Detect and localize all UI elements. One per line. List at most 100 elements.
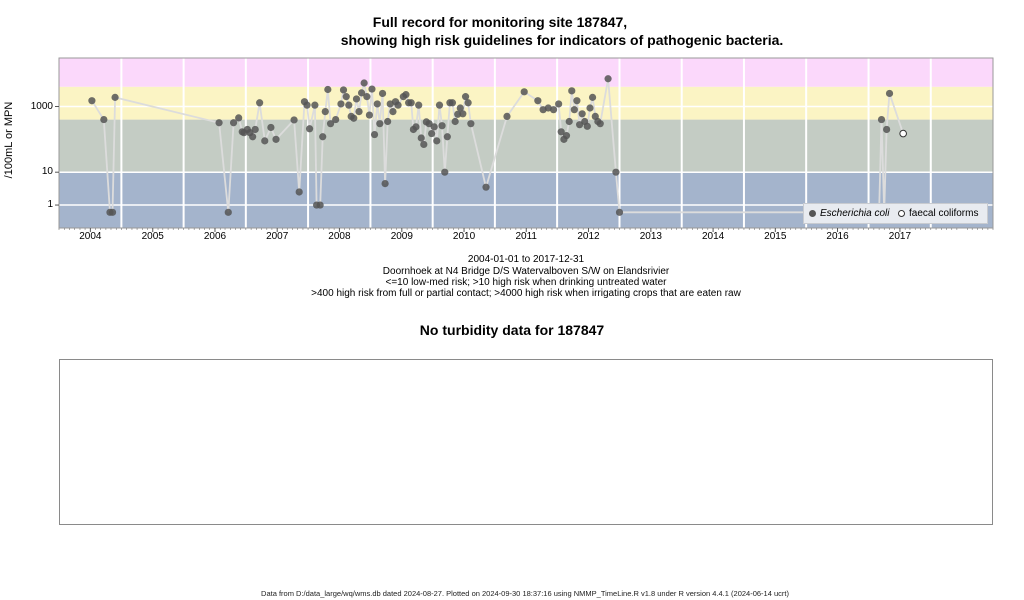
series-connector — [888, 93, 905, 134]
ecoli-point — [549, 106, 558, 114]
ecoli-point — [316, 201, 324, 209]
ecoli-point — [520, 88, 528, 96]
ecoli-point — [451, 117, 459, 126]
x-tick-label: 2005 — [141, 231, 164, 242]
faecal-point — [899, 129, 907, 138]
ecoli-point — [417, 134, 425, 142]
ecoli-point — [311, 101, 319, 109]
ecoli-point — [615, 208, 624, 216]
ecoli-point — [565, 117, 573, 126]
ecoli-point — [568, 87, 576, 95]
x-caption-risk-1: <=10 low-med risk; >10 high risk when dr… — [385, 277, 667, 288]
y-tick-label: 1 — [47, 199, 53, 211]
ecoli-point — [321, 108, 329, 116]
ecoli-point — [249, 133, 257, 141]
ecoli-point — [412, 123, 420, 131]
legend-item-ecoli: Escherichia coli — [809, 208, 889, 219]
x-tick-label: 2016 — [826, 231, 849, 242]
y-tick-label: 10 — [41, 166, 53, 178]
ecoli-point — [877, 115, 886, 124]
x-tick-label: 2004 — [79, 231, 102, 242]
ecoli-point — [363, 93, 371, 101]
legend-ecoli-marker-icon — [809, 210, 816, 217]
ecoli-point — [885, 89, 894, 98]
ecoli-point — [350, 114, 358, 122]
footer-note: Data from D:/data_large/wq/wms.db dated … — [261, 589, 789, 598]
ecoli-point — [443, 133, 451, 141]
x-caption-date-range: 2004-01-01 to 2017-12-31 — [467, 254, 585, 265]
ecoli-point — [557, 128, 565, 136]
ecoli-point — [88, 97, 96, 105]
ecoli-point — [596, 120, 604, 128]
ecoli-point — [384, 117, 392, 126]
ecoli-point — [464, 99, 472, 107]
ecoli-point — [612, 168, 620, 176]
ecoli-point — [357, 89, 366, 97]
x-tick-label: 2012 — [577, 231, 600, 242]
ecoli-point — [290, 116, 298, 124]
ecoli-point — [229, 119, 238, 127]
ecoli-point — [448, 99, 457, 107]
ecoli-point — [534, 97, 542, 105]
ecoli-point — [224, 208, 232, 216]
x-tick-label: 2011 — [515, 231, 537, 242]
ecoli-point — [604, 75, 612, 83]
ecoli-point — [389, 108, 397, 116]
x-tick-label: 2013 — [639, 231, 662, 242]
x-tick-label: 2014 — [701, 231, 725, 242]
ecoli-point — [435, 101, 444, 109]
ecoli-point — [111, 93, 119, 101]
ecoli-point — [235, 114, 243, 122]
ecoli-point — [586, 104, 594, 112]
y-tick-label: 1000 — [30, 100, 53, 112]
risk-bands — [59, 58, 993, 228]
ecoli-point — [355, 108, 363, 116]
ecoli-point — [100, 115, 108, 124]
ecoli-point — [365, 111, 374, 119]
ecoli-point — [562, 132, 571, 140]
x-caption-site: Doornhoek at N4 Bridge D/S Watervalboven… — [382, 266, 670, 277]
ecoli-point — [573, 97, 581, 105]
ecoli-point — [360, 79, 368, 87]
risk-band-1 — [59, 119, 993, 173]
ecoli-point — [251, 125, 259, 134]
ecoli-point — [108, 208, 117, 216]
axes — [55, 106, 994, 232]
ecoli-point — [583, 122, 591, 130]
ecoli-point — [305, 125, 314, 133]
ecoli-point — [420, 140, 428, 149]
ecoli-point — [570, 106, 578, 114]
ecoli-point — [370, 130, 379, 139]
ecoli-point — [415, 101, 423, 109]
ecoli-point — [381, 179, 389, 188]
turbidity-title: No turbidity data for 187847 — [419, 322, 605, 338]
ecoli-point — [378, 89, 387, 98]
ecoli-point — [332, 115, 340, 124]
chart-title: Full record for monitoring site 187847, — [372, 14, 628, 30]
ecoli-point — [456, 104, 464, 112]
x-caption-risk-2: >400 high risk from full or partial cont… — [311, 288, 741, 299]
x-tick-label: 2008 — [328, 231, 351, 242]
ecoli-point — [215, 119, 223, 127]
ecoli-point — [467, 120, 475, 128]
ecoli-point — [261, 137, 269, 145]
ecoli-point — [428, 129, 436, 138]
ecoli-point — [883, 125, 891, 134]
x-tick-label: 2006 — [203, 231, 227, 242]
ecoli-point — [578, 110, 586, 118]
ecoli-point — [441, 168, 449, 176]
ecoli-point — [352, 95, 361, 103]
ecoli-point — [337, 100, 345, 108]
ecoli-point — [345, 101, 353, 109]
ecoli-point — [407, 99, 415, 107]
ecoli-point — [482, 183, 490, 191]
ecoli-point — [339, 86, 348, 94]
legend: Escherichia coli faecal coliforms — [803, 203, 988, 224]
ecoli-point — [342, 93, 350, 101]
x-tick-label: 2009 — [390, 231, 413, 242]
ecoli-point — [438, 122, 446, 130]
ecoli-point — [461, 93, 470, 101]
ecoli-point — [272, 135, 280, 143]
ecoli-point — [368, 85, 376, 93]
chart-subtitle: showing high risk guidelines for indicat… — [340, 32, 784, 48]
